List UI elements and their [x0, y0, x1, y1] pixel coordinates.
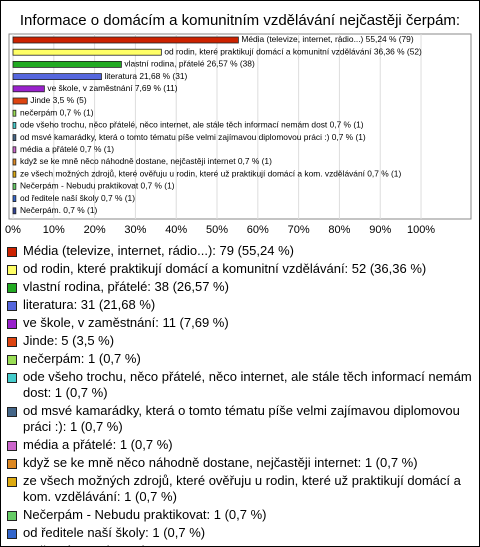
- legend-swatch: [7, 511, 17, 521]
- legend-swatch: [7, 337, 17, 347]
- value-label: literatura 21,68 % (31): [104, 71, 187, 81]
- legend-item: vlastní rodina, přátelé: 38 (26,57 %): [7, 279, 473, 295]
- legend-label: literatura: 31 (21,68 %): [23, 297, 156, 312]
- value-label: vlastní rodina, přátelé 26,57 % (38): [124, 59, 255, 69]
- bar: [12, 36, 239, 44]
- legend-swatch: [7, 301, 17, 311]
- value-label: ve škole, v zaměstnání 7,69 % (11): [47, 83, 177, 93]
- legend-swatch: [7, 355, 17, 365]
- value-label: od ředitele naší školy 0,7 % (1): [20, 193, 135, 203]
- legend-item: ode všeho trochu, něco přátelé, něco int…: [7, 369, 473, 401]
- bar: [12, 61, 122, 68]
- legend-item: Nečerpám.: 1 (0,7 %): [7, 543, 473, 546]
- legend-label: ve škole, v zaměstnání: 11 (7,69 %): [23, 315, 229, 330]
- value-label: od rodin, které praktikují domácí a komu…: [164, 46, 422, 56]
- bar: [12, 97, 28, 105]
- legend-label: vlastní rodina, přátelé: 38 (26,57 %): [23, 279, 229, 294]
- legend-item: média a přátelé: 1 (0,7 %): [7, 437, 473, 453]
- legend-item: Jinde: 5 (3,5 %): [7, 333, 473, 349]
- x-tick-label: 20%: [84, 224, 106, 236]
- legend-swatch: [7, 283, 17, 293]
- legend-label: Nečerpám.: 1 (0,7 %): [23, 543, 147, 546]
- legend-swatch: [7, 373, 17, 383]
- legend-swatch: [7, 477, 17, 487]
- value-label: od msvé kamarádky, která o tomto tématu …: [20, 132, 366, 142]
- bar: [12, 48, 162, 56]
- legend-label: ze všech možných zdrojů, které ověřuju u…: [23, 473, 461, 504]
- chart-title: Informace o domácím a komunitním vzděláv…: [20, 12, 460, 29]
- bar: [12, 146, 17, 154]
- legend-swatch: [7, 459, 17, 469]
- plot: Informace o domácím a komunitním vzděláv…: [5, 12, 472, 236]
- legend-label: od rodin, které praktikují domácí a komu…: [23, 261, 427, 276]
- legend-item: nečerpám: 1 (0,7 %): [7, 351, 473, 367]
- legend-label: média a přátelé: 1 (0,7 %): [23, 437, 173, 452]
- legend-item: Nečerpám - Nebudu praktikovat: 1 (0,7 %): [7, 507, 473, 523]
- value-label: média a přátelé 0,7 % (1): [20, 144, 114, 154]
- legend-label: od msvé kamarádky, která o tomto tématu …: [23, 403, 460, 434]
- legend-swatch: [7, 407, 17, 417]
- value-label: Nečerpám. 0,7 % (1): [20, 205, 97, 215]
- bar: [12, 207, 17, 215]
- x-tick-label: 90%: [369, 224, 391, 236]
- x-tick-label: 0%: [5, 224, 21, 236]
- x-tick-label: 80%: [328, 224, 350, 236]
- x-tick-label: 70%: [288, 224, 310, 236]
- legend-label: Média (televize, internet, rádio...): 79…: [23, 243, 294, 258]
- legend-label: ode všeho trochu, něco přátelé, něco int…: [23, 369, 472, 400]
- plot-frame: [8, 33, 472, 220]
- bar: [12, 122, 17, 129]
- legend-label: Nečerpám - Nebudu praktikovat: 1 (0,7 %): [23, 507, 267, 522]
- value-label: Média (televize, internet, rádio...) 55,…: [241, 34, 413, 44]
- legend-swatch: [7, 319, 17, 329]
- legend-item: od rodin, které praktikují domácí a komu…: [7, 261, 473, 277]
- bar: [12, 170, 17, 178]
- legend-label: Jinde: 5 (3,5 %): [23, 333, 115, 348]
- legend-item: ze všech možných zdrojů, které ověřuju u…: [7, 473, 473, 505]
- bar: [12, 85, 45, 93]
- legend-item: Média (televize, internet, rádio...): 79…: [7, 243, 473, 259]
- legend-item: když se ke mně něco náhodně dostane, nej…: [7, 455, 473, 471]
- x-tick-label: 60%: [247, 224, 269, 236]
- bar: [12, 195, 17, 203]
- legend-swatch: [7, 265, 17, 275]
- value-label: nečerpám 0,7 % (1): [20, 107, 94, 117]
- legend-swatch: [7, 247, 17, 257]
- legend-item: literatura: 31 (21,68 %): [7, 297, 473, 313]
- value-label: ze všech možných zdrojů, které ověřuju u…: [20, 168, 401, 178]
- bar: [12, 73, 102, 80]
- bar: [12, 109, 17, 117]
- x-tick-label: 50%: [206, 224, 228, 236]
- value-label: Nečerpám - Nebudu praktikovat 0,7 % (1): [20, 181, 175, 191]
- legend-item: od msvé kamarádky, která o tomto tématu …: [7, 403, 473, 435]
- x-tick-label: 100%: [407, 224, 435, 236]
- legend: Média (televize, internet, rádio...): 79…: [7, 243, 473, 546]
- x-tick-label: 10%: [43, 224, 65, 236]
- value-label: Jinde 3,5 % (5): [30, 95, 87, 105]
- legend-label: nečerpám: 1 (0,7 %): [23, 351, 141, 366]
- legend-label: od ředitele naší školy: 1 (0,7 %): [23, 525, 206, 540]
- bar: [12, 134, 17, 142]
- x-tick-label: 40%: [165, 224, 187, 236]
- legend-item: ve škole, v zaměstnání: 11 (7,69 %): [7, 315, 473, 331]
- value-label: když se ke mně něco náhodně dostane, nej…: [20, 156, 272, 166]
- legend-item: od ředitele naší školy: 1 (0,7 %): [7, 525, 473, 541]
- legend-label: když se ke mně něco náhodně dostane, nej…: [23, 455, 418, 470]
- legend-swatch: [7, 529, 17, 539]
- x-tick-label: 30%: [124, 224, 146, 236]
- legend-swatch: [7, 441, 17, 451]
- value-label: ode všeho trochu, něco přátelé, něco int…: [20, 120, 364, 130]
- bar: [12, 182, 17, 190]
- bar: [12, 158, 17, 166]
